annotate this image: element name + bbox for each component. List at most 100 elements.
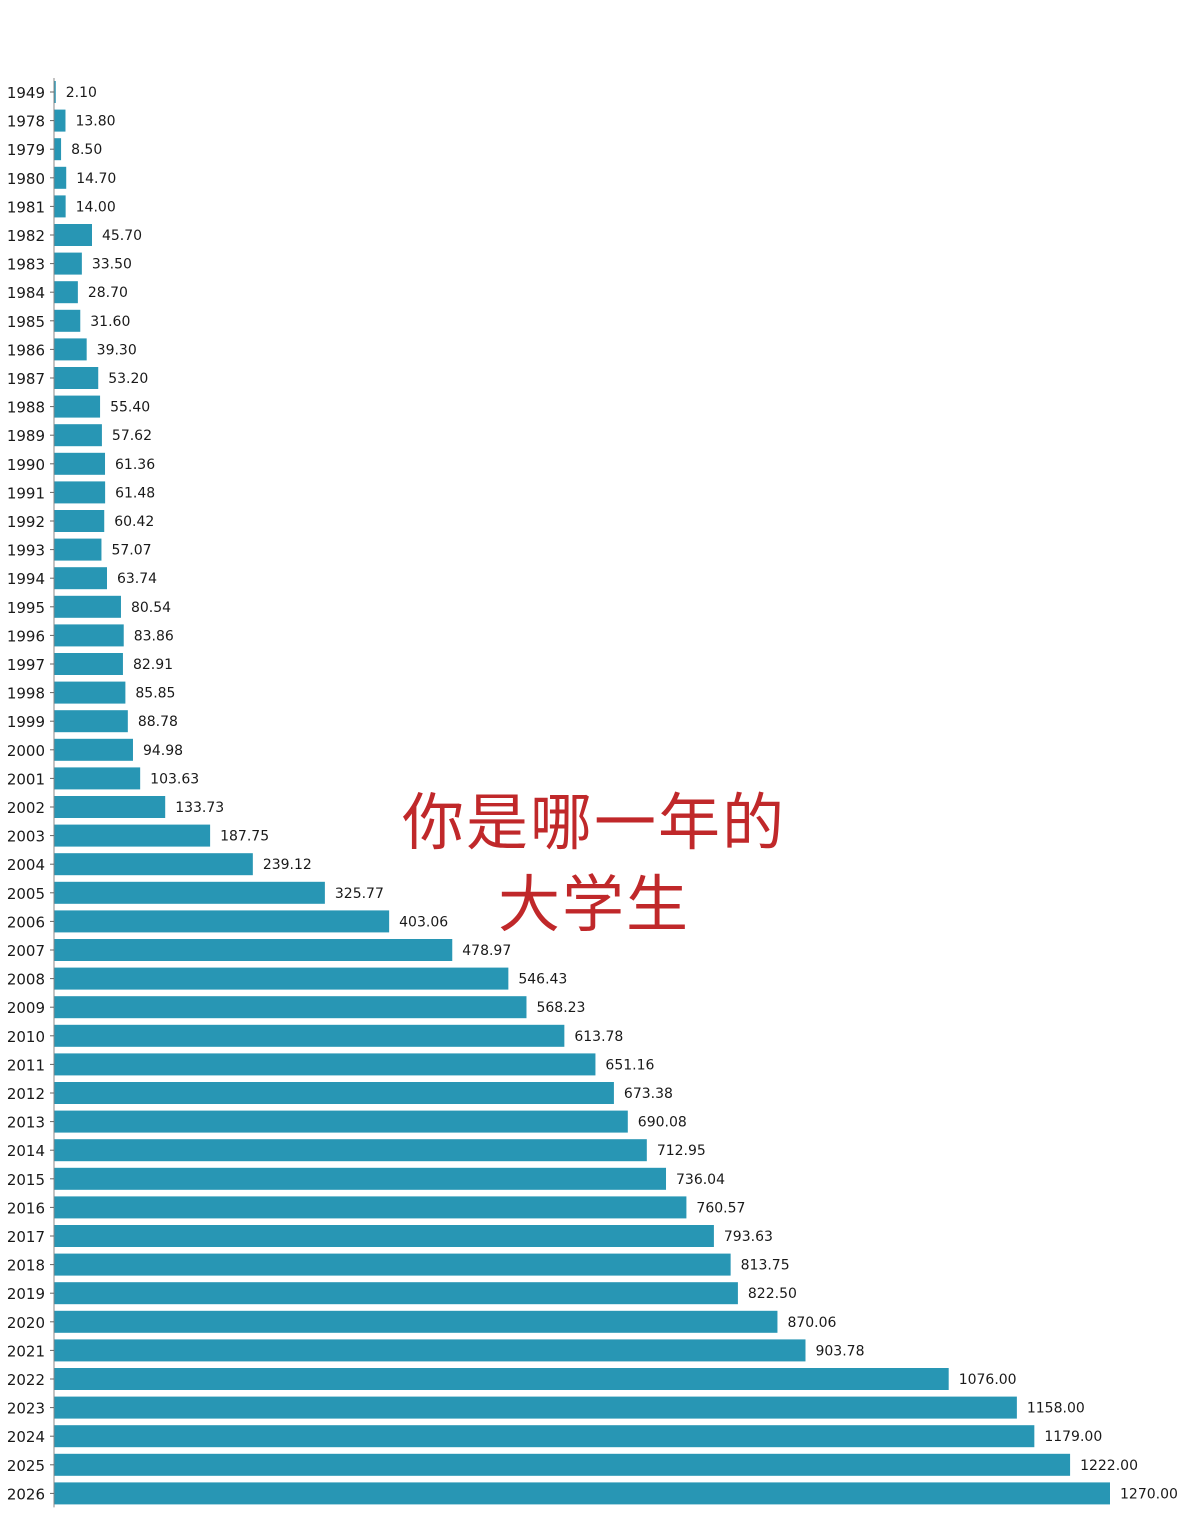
value-label-2003: 187.75 (220, 829, 269, 845)
category-label-2019: 2019 (7, 1285, 45, 1303)
value-label-2026: 1270.00 (1120, 1486, 1178, 1502)
bar-1987 (54, 367, 99, 389)
bar-1993 (54, 538, 102, 561)
category-label-2006: 2006 (7, 913, 45, 931)
category-label-2023: 2023 (7, 1400, 45, 1418)
bar-2009 (54, 996, 527, 1019)
value-label-2024: 1179.00 (1044, 1429, 1102, 1445)
value-label-1998: 85.85 (135, 686, 175, 702)
bar-1997 (54, 653, 123, 675)
value-label-2012: 673.38 (624, 1086, 673, 1102)
category-label-2007: 2007 (7, 942, 45, 960)
category-label-1992: 1992 (7, 513, 45, 531)
category-label-2018: 2018 (7, 1257, 45, 1275)
category-label-2009: 2009 (7, 999, 45, 1017)
category-label-1985: 1985 (7, 313, 45, 331)
category-label-2012: 2012 (7, 1085, 45, 1103)
value-label-1992: 60.42 (114, 514, 154, 530)
bar-2003 (54, 824, 211, 847)
bar-2025 (54, 1453, 1071, 1476)
bar-2007 (54, 939, 453, 961)
bar-2015 (54, 1167, 667, 1190)
bar-1949 (54, 81, 56, 103)
value-label-2023: 1158.00 (1027, 1401, 1085, 1417)
bar-1994 (54, 567, 107, 590)
value-label-2004: 239.12 (263, 857, 312, 873)
value-label-2014: 712.95 (657, 1143, 706, 1159)
value-label-2001: 103.63 (150, 771, 199, 787)
bar-2000 (54, 738, 133, 761)
category-label-2017: 2017 (7, 1228, 45, 1246)
value-label-2022: 1076.00 (959, 1372, 1017, 1388)
category-label-2015: 2015 (7, 1171, 45, 1189)
bar-2018 (54, 1253, 731, 1276)
bar-2017 (54, 1225, 714, 1247)
value-label-1988: 55.40 (110, 400, 150, 416)
category-label-1989: 1989 (7, 427, 45, 445)
bar-1984 (54, 281, 78, 304)
category-label-2016: 2016 (7, 1199, 45, 1217)
category-label-1991: 1991 (7, 484, 45, 502)
category-label-1986: 1986 (7, 341, 45, 359)
bar-1999 (54, 710, 128, 733)
bar-2006 (54, 910, 390, 933)
bar-1985 (54, 309, 81, 332)
bar-1996 (54, 624, 124, 647)
value-label-2016: 760.57 (696, 1200, 745, 1216)
value-label-2002: 133.73 (175, 800, 224, 816)
bar-2001 (54, 767, 141, 790)
bar-2005 (54, 881, 325, 904)
value-label-2000: 94.98 (143, 743, 183, 759)
value-label-1994: 63.74 (117, 571, 157, 587)
value-label-1983: 33.50 (92, 257, 132, 273)
bar-1998 (54, 681, 126, 704)
bar-1990 (54, 452, 106, 475)
category-label-2005: 2005 (7, 885, 45, 903)
category-label-2013: 2013 (7, 1114, 45, 1132)
bar-1989 (54, 424, 102, 447)
value-label-1991: 61.48 (115, 485, 155, 501)
value-label-1999: 88.78 (138, 714, 178, 730)
bar-2010 (54, 1024, 565, 1047)
value-label-1980: 14.70 (76, 171, 116, 187)
value-label-1984: 28.70 (88, 285, 128, 301)
category-label-1978: 1978 (7, 113, 45, 131)
ticks-layer (50, 78, 55, 1508)
bar-2016 (54, 1196, 687, 1219)
category-label-1997: 1997 (7, 656, 45, 674)
value-label-1987: 53.20 (108, 371, 148, 387)
value-label-2025: 1222.00 (1080, 1458, 1138, 1474)
bar-2008 (54, 967, 509, 990)
value-label-1995: 80.54 (131, 600, 171, 616)
category-label-1998: 1998 (7, 685, 45, 703)
category-label-2003: 2003 (7, 828, 45, 846)
chart-title-line-1: 你是哪一年的 (402, 786, 787, 859)
category-label-1993: 1993 (7, 542, 45, 560)
bar-1992 (54, 510, 105, 532)
bar-2011 (54, 1053, 596, 1076)
category-label-1990: 1990 (7, 456, 45, 474)
bars-layer (54, 81, 1110, 1505)
value-label-2019: 822.50 (748, 1286, 797, 1302)
category-label-1949: 1949 (7, 84, 45, 102)
category-label-2020: 2020 (7, 1314, 45, 1332)
category-label-1983: 1983 (7, 256, 45, 274)
bar-1982 (54, 224, 92, 246)
value-label-2005: 325.77 (335, 886, 384, 902)
value-labels-layer: 2.10 13.80 8.50 14.70 14.00 45.70 33.50 28.70 31… (66, 85, 1178, 1502)
category-label-2000: 2000 (7, 742, 45, 760)
value-label-2011: 651.16 (605, 1057, 654, 1073)
bar-1988 (54, 395, 101, 418)
value-label-1982: 45.70 (102, 228, 142, 244)
category-label-1994: 1994 (7, 570, 45, 588)
bar-1983 (54, 252, 82, 275)
bar-1981 (54, 195, 66, 218)
category-label-1979: 1979 (7, 141, 45, 159)
bar-2021 (54, 1339, 806, 1362)
category-label-1996: 1996 (7, 627, 45, 645)
category-label-1980: 1980 (7, 170, 45, 188)
category-label-1981: 1981 (7, 198, 45, 216)
category-label-1987: 1987 (7, 370, 45, 388)
bar-1995 (54, 595, 121, 618)
